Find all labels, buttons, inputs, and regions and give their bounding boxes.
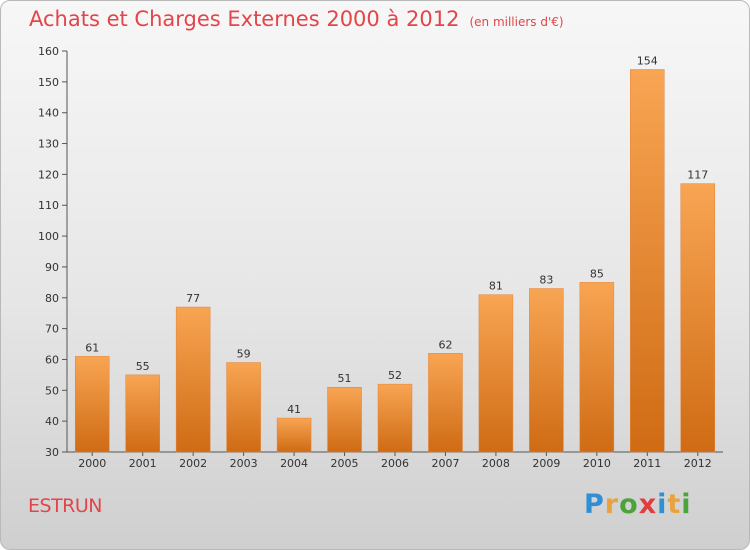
bar-value-label: 41 (287, 403, 301, 416)
bar-value-label: 154 (637, 55, 658, 68)
chart-bars (74, 69, 716, 453)
y-tick-label: 130 (38, 138, 59, 151)
y-tick-label: 50 (45, 384, 59, 397)
bar (680, 183, 716, 453)
bar-value-label: 81 (489, 280, 503, 293)
chart-axes: 30 40 50 60 70 80 90 100 110 120 130 140 150 160 2000 2… (38, 45, 723, 470)
logo-letter: x (638, 489, 658, 520)
y-tick-label: 60 (45, 353, 59, 366)
bar-value-label: 51 (338, 372, 352, 385)
bar-value-label: 77 (186, 292, 200, 305)
y-tick-label: 30 (45, 446, 59, 459)
logo-letter: o (619, 489, 639, 520)
logo-letter: P (584, 489, 605, 520)
place-name: ESTRUN (28, 495, 103, 517)
x-tick-label: 2008 (482, 457, 510, 470)
bar (276, 417, 312, 453)
bar-value-label: 85 (590, 267, 604, 280)
x-tick-label: 2012 (684, 457, 712, 470)
bar (377, 383, 413, 453)
y-tick-label: 140 (38, 107, 59, 120)
x-tick-label: 2011 (633, 457, 661, 470)
y-tick-label: 90 (45, 261, 59, 274)
logo-letter: r (604, 489, 620, 520)
y-tick-label: 110 (38, 199, 59, 212)
y-tick-label: 150 (38, 76, 59, 89)
y-tick-label: 80 (45, 292, 59, 305)
y-tick-label: 120 (38, 168, 59, 181)
proxiti-logo: Proxiti (584, 489, 692, 520)
x-tick-label: 2003 (230, 457, 258, 470)
bar-value-label: 83 (539, 274, 553, 287)
x-tick-label: 2000 (78, 457, 106, 470)
x-tick-label: 2005 (331, 457, 359, 470)
chart-title: Achats et Charges Externes 2000 à 2012 (e… (29, 7, 564, 31)
x-tick-label: 2001 (129, 457, 157, 470)
chart-title-text: Achats et Charges Externes 2000 à 2012 (29, 7, 460, 31)
x-tick-label: 2004 (280, 457, 308, 470)
bar-value-label: 59 (237, 348, 251, 361)
chart-unit-label: (en milliers d'€) (469, 15, 564, 29)
bar (226, 362, 261, 453)
logo-letter: i (681, 489, 692, 520)
x-tick-label: 2009 (532, 457, 560, 470)
bar (529, 288, 564, 453)
bar-value-label: 55 (136, 360, 150, 373)
logo-letter: t (667, 489, 682, 520)
bar-value-label: 62 (438, 338, 452, 351)
y-tick-label: 70 (45, 323, 59, 336)
bar-value-label: 52 (388, 369, 402, 382)
chart-labels: 61 55 77 59 41 51 52 62 81 83 85 154 117 (85, 55, 708, 417)
bar (579, 282, 615, 453)
bar (630, 69, 665, 453)
bar-value-label: 117 (687, 169, 708, 182)
bar (125, 374, 160, 453)
logo-letter: i (657, 489, 668, 520)
x-tick-label: 2007 (431, 457, 459, 470)
bar (175, 306, 211, 453)
bar-value-label: 61 (85, 341, 99, 354)
x-tick-label: 2010 (583, 457, 611, 470)
bar (478, 294, 514, 453)
x-tick-label: 2006 (381, 457, 409, 470)
x-tick-label: 2002 (179, 457, 207, 470)
y-tick-label: 100 (38, 230, 59, 243)
bar (74, 356, 110, 453)
bar (428, 353, 463, 453)
y-tick-label: 160 (38, 45, 59, 58)
bar (327, 386, 362, 453)
y-tick-label: 40 (45, 415, 59, 428)
